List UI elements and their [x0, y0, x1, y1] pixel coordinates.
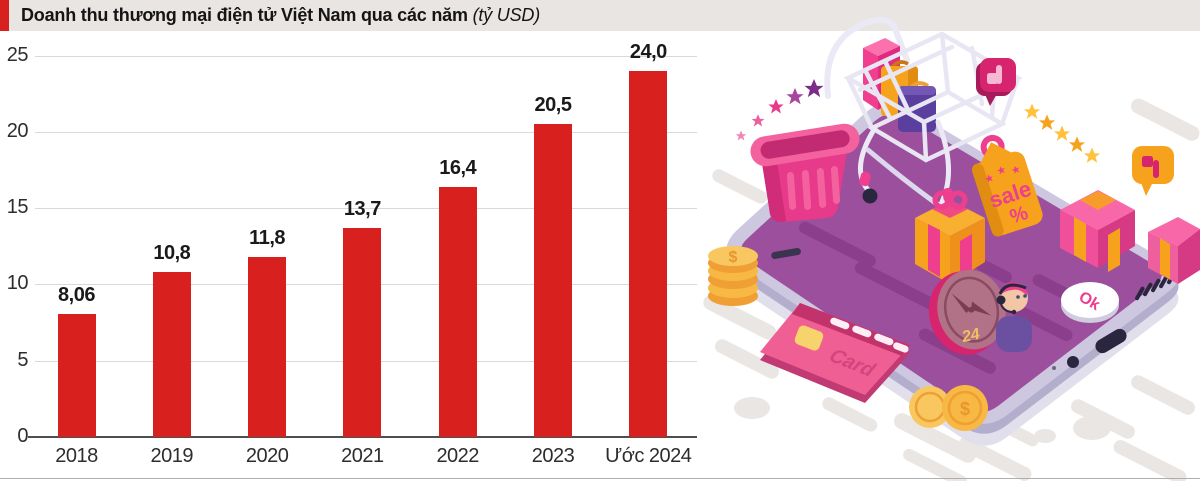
thumbs-up-bubble-icon [976, 58, 1016, 106]
page-title: Doanh thu thương mại điện tử Việt Nam qu… [21, 0, 540, 31]
support-agent-icon [996, 282, 1032, 352]
coin-24-text: 24 [960, 326, 982, 347]
phone-earpiece-slot [771, 247, 801, 259]
x-axis-label: 2019 [150, 445, 194, 467]
bar-value-label: 8,06 [58, 284, 95, 306]
bar-chart: 0 5 10 15 20 25 8,06 2018 10,8 2019 11,8 2020 13,7 20… [0, 31, 700, 481]
thumbs-down-bubble-icon [1132, 146, 1174, 196]
bar-value-label: 20,5 [534, 94, 572, 117]
bar-2019 [152, 272, 191, 437]
thumb-up-glyph [987, 65, 1002, 84]
five-star-rating [1023, 103, 1101, 163]
page-title-unit: (tỷ USD) [467, 5, 541, 25]
shopping-basket-icon [750, 123, 860, 222]
sale-tag-percent: % [1007, 202, 1031, 228]
x-axis-label: 2020 [245, 445, 289, 467]
bar-value-label: 16,4 [439, 156, 477, 179]
bar-2023 [534, 124, 572, 437]
y-axis-label: 10 [6, 272, 29, 295]
bar-value-label: 11,8 [249, 226, 285, 249]
cart-handle [824, 17, 910, 99]
cart-basket-wireframe [843, 31, 1023, 163]
gridline [35, 131, 697, 133]
x-axis-label: 2023 [531, 445, 575, 467]
support-24h-coin-icon: 24 [928, 269, 1006, 355]
bar-value-label: 24,0 [629, 40, 667, 63]
gridline [35, 55, 697, 57]
bottom-divider [0, 478, 1200, 479]
bar-2020 [248, 256, 287, 437]
bar-value-label: 10,8 [153, 242, 191, 265]
y-axis-label: 15 [6, 196, 29, 219]
sale-tag-icon: sale % [971, 134, 1043, 237]
gift-box-pink-icon [1060, 190, 1135, 272]
phone-mic-hole [1052, 366, 1056, 370]
thumb-down-glyph [1142, 156, 1159, 178]
y-axis-label: 25 [6, 43, 29, 66]
ok-button-icon: Ok [1061, 282, 1119, 323]
x-axis-label: 2022 [436, 445, 479, 467]
gift-box-pink-small-icon [1148, 217, 1200, 284]
coin-dollar-text: $ [729, 249, 738, 266]
header-band: Doanh thu thương mại điện tử Việt Nam qu… [0, 0, 1200, 31]
header-red-marker [0, 0, 9, 31]
bar-2022 [438, 186, 477, 437]
loose-coin-dollar-text: $ [960, 399, 970, 419]
x-axis-label: Ước 2024 [605, 445, 692, 467]
x-axis-label: 2021 [341, 445, 384, 467]
x-axis-label: 2018 [55, 445, 98, 467]
loose-coins-icon: $ [909, 385, 988, 431]
y-axis-label: 0 [17, 425, 28, 447]
phone-headphone-jack [1067, 356, 1079, 368]
bar-2021 [343, 227, 382, 437]
phone-usb-port [1095, 328, 1127, 354]
gridline [35, 208, 697, 210]
y-axis-label: 20 [6, 119, 29, 142]
y-axis-label: 5 [17, 348, 28, 371]
bar-2018 [57, 314, 96, 437]
coin-stack-icon: $ [708, 246, 758, 306]
shopping-illustration: sale % [703, 17, 1200, 481]
x-axis-line [28, 436, 697, 438]
page-title-text: Doanh thu thương mại điện tử Việt Nam qu… [21, 5, 468, 25]
credit-card-icon: Card [760, 303, 910, 403]
bar-Ước 2024 [629, 70, 668, 437]
bar-value-label: 13,7 [343, 197, 381, 220]
